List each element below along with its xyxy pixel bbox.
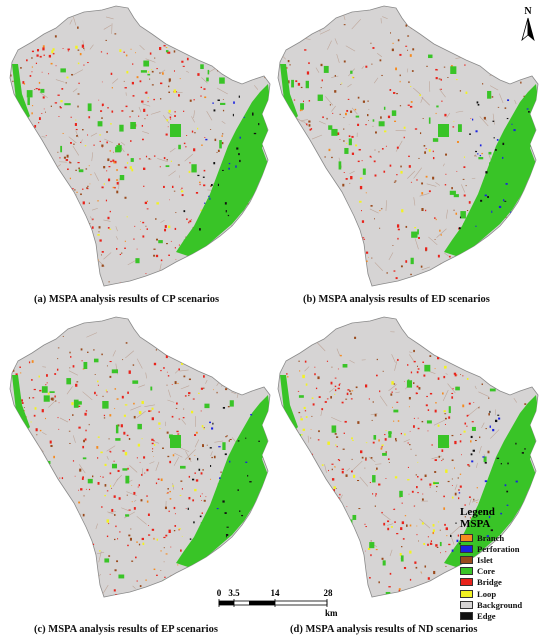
map-a (9, 5, 271, 287)
scale-unit: km (325, 608, 338, 618)
legend-label-loop: Loop (477, 588, 497, 599)
scale-tick-14: 14 (270, 588, 280, 598)
scale-tick-0: 0 (216, 588, 222, 598)
caption-c: (c) MSPA analysis results of EP scenario… (34, 624, 218, 635)
core-zone-east (444, 84, 538, 256)
scale-tick-3-5: 3.5 (228, 588, 240, 598)
map-panel-c (6, 315, 276, 600)
legend-item-bridge: Bridge (460, 577, 548, 588)
map-b (277, 5, 539, 287)
legend-label-background: Background (477, 599, 523, 610)
legend-item-branch: Branch (460, 532, 548, 543)
scale-tick-28: 28 (323, 588, 333, 598)
legend-item-edge: Edge (460, 610, 548, 621)
legend-swatch-loop (460, 589, 473, 598)
legend-swatch-edge (460, 611, 473, 620)
north-label: N (524, 6, 532, 17)
legend-label-branch: Branch (477, 532, 505, 543)
legend-label-core: Core (477, 566, 495, 577)
north-arrow: N (513, 6, 543, 46)
legend-label-islet: Islet (477, 554, 493, 565)
legend: Legend MSPA Branch Perforation Islet Core Br… (460, 506, 548, 622)
map-panel-a (6, 4, 276, 289)
legend-swatch-perforation (460, 544, 473, 553)
north-arrow-icon (521, 17, 535, 42)
legend-swatch-background (460, 600, 473, 609)
legend-title: Legend (460, 506, 495, 518)
mspa-patches (278, 6, 538, 286)
core-zone-east (176, 395, 270, 567)
legend-swatch-bridge (460, 578, 473, 587)
caption-d: (d) MSPA analysis results of ND scenario… (290, 624, 478, 635)
legend-item-islet: Islet (460, 554, 548, 565)
legend-item-background: Background (460, 599, 548, 610)
legend-label-edge: Edge (477, 610, 496, 621)
legend-swatch-core (460, 567, 473, 576)
caption-a: (a) MSPA analysis results of CP scenario… (34, 294, 220, 305)
core-zone-east (444, 395, 538, 567)
legend-item-perforation: Perforation (460, 543, 548, 554)
legend-swatch-branch (460, 533, 473, 542)
legend-items: Branch Perforation Islet Core Bridge Loop Back… (460, 532, 548, 622)
map-c (9, 316, 271, 598)
legend-label-perforation: Perforation (477, 543, 520, 554)
legend-item-core: Core (460, 566, 548, 577)
map-panel-d (274, 315, 544, 600)
legend-subtitle: MSPA (460, 518, 491, 530)
legend-item-loop: Loop (460, 588, 548, 599)
scale-bar-graphic (218, 599, 328, 607)
map-panel-b (274, 4, 544, 289)
caption-b: (b) MSPA analysis results of ED scenario… (303, 294, 490, 305)
map-d (277, 316, 539, 598)
scale-bar: 0 3.5 14 28 km (216, 588, 338, 618)
legend-swatch-islet (460, 555, 473, 564)
legend-label-bridge: Bridge (477, 577, 502, 588)
